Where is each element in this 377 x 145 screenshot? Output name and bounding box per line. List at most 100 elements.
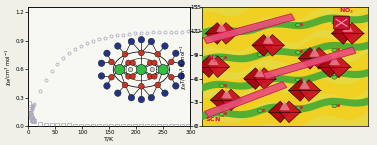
- Circle shape: [296, 23, 300, 27]
- Circle shape: [332, 76, 337, 79]
- Circle shape: [138, 36, 145, 43]
- Circle shape: [115, 65, 125, 75]
- Polygon shape: [254, 68, 276, 89]
- Circle shape: [162, 90, 168, 96]
- Polygon shape: [192, 7, 377, 54]
- Circle shape: [296, 51, 300, 54]
- Polygon shape: [192, 28, 377, 75]
- FancyBboxPatch shape: [334, 16, 349, 29]
- Circle shape: [104, 50, 110, 57]
- Circle shape: [130, 60, 135, 65]
- Polygon shape: [299, 80, 310, 89]
- Circle shape: [169, 74, 174, 80]
- Polygon shape: [263, 35, 284, 56]
- Polygon shape: [252, 35, 273, 56]
- Y-axis label: $\chi_M T$/cm$^3$ K mol$^{-1}$: $\chi_M T$/cm$^3$ K mol$^{-1}$: [179, 44, 189, 90]
- Circle shape: [115, 90, 121, 96]
- Polygon shape: [201, 65, 377, 92]
- Circle shape: [115, 43, 121, 49]
- Polygon shape: [197, 56, 219, 78]
- Circle shape: [169, 59, 174, 65]
- Circle shape: [152, 74, 157, 79]
- Circle shape: [219, 29, 224, 33]
- Polygon shape: [221, 89, 232, 98]
- Circle shape: [128, 67, 133, 72]
- Polygon shape: [192, 93, 377, 139]
- Polygon shape: [318, 56, 340, 78]
- Circle shape: [219, 57, 224, 60]
- Circle shape: [148, 94, 155, 101]
- Polygon shape: [329, 56, 340, 65]
- Polygon shape: [205, 23, 227, 44]
- Polygon shape: [342, 23, 353, 32]
- Circle shape: [155, 51, 161, 57]
- Polygon shape: [216, 23, 238, 44]
- Polygon shape: [268, 101, 290, 123]
- Circle shape: [150, 67, 155, 72]
- Circle shape: [122, 51, 128, 57]
- Circle shape: [219, 113, 224, 116]
- Polygon shape: [279, 101, 290, 110]
- Circle shape: [98, 60, 105, 67]
- Circle shape: [155, 82, 161, 88]
- Circle shape: [147, 60, 153, 65]
- Circle shape: [257, 80, 262, 84]
- Polygon shape: [288, 80, 310, 101]
- Polygon shape: [298, 48, 320, 69]
- Polygon shape: [279, 101, 301, 123]
- Circle shape: [296, 78, 300, 81]
- Polygon shape: [309, 48, 320, 57]
- X-axis label: T/K: T/K: [104, 137, 114, 142]
- Circle shape: [130, 74, 135, 79]
- Polygon shape: [331, 23, 353, 44]
- Text: N$_3^-$: N$_3^-$: [207, 53, 219, 64]
- Circle shape: [138, 83, 144, 89]
- Polygon shape: [263, 35, 273, 44]
- Polygon shape: [309, 48, 331, 69]
- Polygon shape: [342, 23, 364, 44]
- Circle shape: [136, 65, 146, 75]
- Y-axis label: $\chi_M T$/cm$^3$ K mol$^{-1}$: $\chi_M T$/cm$^3$ K mol$^{-1}$: [203, 44, 213, 90]
- Circle shape: [173, 50, 179, 57]
- Polygon shape: [204, 14, 294, 44]
- Circle shape: [257, 26, 262, 29]
- Polygon shape: [221, 89, 243, 111]
- Y-axis label: $\chi_M$/cm$^3$ mol$^{-1}$: $\chi_M$/cm$^3$ mol$^{-1}$: [4, 48, 14, 86]
- Circle shape: [257, 53, 262, 57]
- Polygon shape: [263, 47, 356, 79]
- Circle shape: [148, 38, 155, 45]
- Polygon shape: [329, 56, 351, 78]
- Polygon shape: [205, 82, 287, 117]
- Circle shape: [122, 82, 128, 88]
- Polygon shape: [208, 56, 230, 78]
- Polygon shape: [299, 80, 321, 101]
- Circle shape: [173, 83, 179, 89]
- Circle shape: [332, 48, 337, 52]
- Circle shape: [219, 84, 224, 87]
- Circle shape: [109, 59, 114, 65]
- Circle shape: [126, 74, 131, 79]
- Circle shape: [128, 94, 135, 101]
- Circle shape: [109, 74, 114, 80]
- Polygon shape: [254, 68, 265, 77]
- Polygon shape: [192, 50, 377, 96]
- Polygon shape: [210, 89, 232, 111]
- Polygon shape: [201, 10, 377, 37]
- Circle shape: [332, 104, 337, 108]
- Circle shape: [178, 60, 184, 67]
- Circle shape: [98, 73, 105, 79]
- Circle shape: [257, 109, 262, 113]
- Circle shape: [138, 50, 144, 56]
- Circle shape: [332, 21, 337, 25]
- Polygon shape: [201, 93, 377, 120]
- Circle shape: [152, 60, 157, 65]
- Polygon shape: [201, 37, 377, 64]
- Circle shape: [178, 73, 184, 79]
- Circle shape: [158, 65, 168, 75]
- Circle shape: [104, 83, 110, 89]
- Text: SCN$^-$: SCN$^-$: [205, 115, 225, 123]
- Polygon shape: [216, 23, 227, 32]
- Circle shape: [126, 60, 131, 65]
- Circle shape: [128, 38, 135, 45]
- Circle shape: [147, 74, 153, 79]
